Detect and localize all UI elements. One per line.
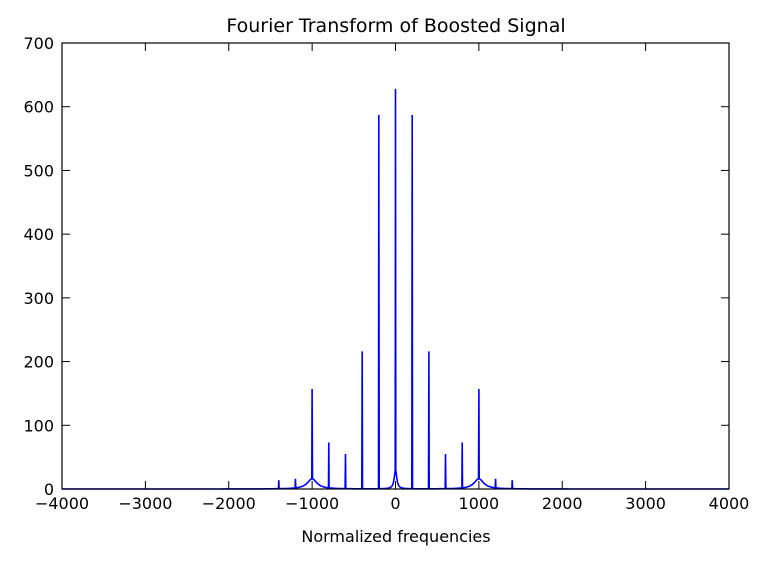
y-tick-label: 500 <box>23 161 54 180</box>
spectrum-peak <box>427 351 431 489</box>
spectrum-peak <box>394 88 397 471</box>
x-tick-label: −1000 <box>285 494 339 513</box>
y-tick-label: 400 <box>23 225 54 244</box>
x-axis-label: Normalized frequencies <box>301 527 490 546</box>
spectrum-peak <box>294 478 297 488</box>
y-tick-label: 0 <box>44 480 54 499</box>
axis-ticks: −4000 −3000 −2000 −1000 0 1000 2000 3000 4000 0 10… <box>23 34 749 513</box>
plot-area <box>61 88 730 490</box>
spectrum-peak <box>327 442 330 488</box>
y-tick-label: 100 <box>23 416 54 435</box>
x-tick-label: −2000 <box>202 494 256 513</box>
spectrum-peak <box>410 114 414 489</box>
x-tick-label: 4000 <box>709 494 750 513</box>
x-tick-label: 1000 <box>459 494 500 513</box>
spectrum-peak <box>310 388 314 479</box>
x-tick-label: 2000 <box>542 494 583 513</box>
y-tick-label: 300 <box>23 289 54 308</box>
x-tick-label: −3000 <box>118 494 172 513</box>
plot-frame <box>61 42 730 490</box>
y-tick-label: 600 <box>23 98 54 117</box>
spectrum-peak <box>360 351 364 489</box>
y-tick-label: 700 <box>23 34 54 53</box>
spectrum-peak <box>277 480 280 489</box>
x-tick-label: −4000 <box>35 494 89 513</box>
spectrum-peak <box>461 442 464 488</box>
y-tick-label: 200 <box>23 353 54 372</box>
x-tick-label: 3000 <box>625 494 666 513</box>
spectrum-peak <box>494 478 497 488</box>
x-tick-label: 0 <box>390 494 400 513</box>
chart-title: Fourier Transform of Boosted Signal <box>226 15 565 37</box>
spectrum-peak <box>477 388 481 479</box>
spectrum-peak <box>344 453 347 489</box>
spectrum-peak <box>511 480 514 489</box>
spectrum-peak <box>444 453 447 489</box>
spectrum-peak <box>377 114 381 489</box>
